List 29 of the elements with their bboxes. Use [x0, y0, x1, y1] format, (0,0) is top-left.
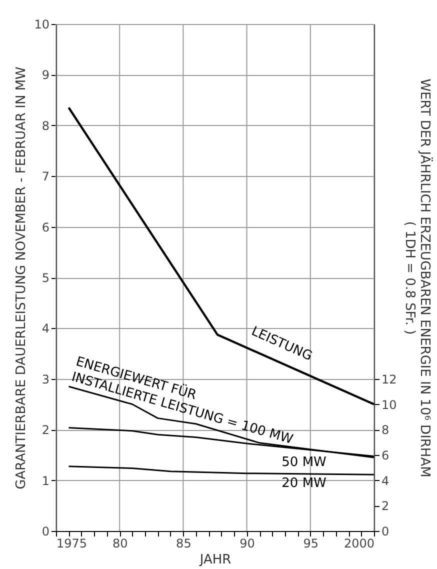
y-tick-label: 8	[42, 118, 50, 133]
x-tick-label: 95	[303, 536, 319, 550]
y2-tick-label: 0	[382, 524, 390, 538]
y-tick-label: 5	[42, 271, 50, 285]
x-tick-label: 2000	[344, 536, 374, 550]
y2-tick-label: 4	[382, 474, 390, 488]
x-tick-label: 90	[240, 536, 255, 550]
y-tick-label: 7	[42, 170, 50, 184]
series-label: 50 MW	[282, 454, 327, 470]
y-tick-label: 6	[42, 220, 50, 234]
y2-tick-label: 2	[382, 499, 390, 514]
y2-tick-label: 12	[382, 372, 397, 386]
y-tick-label: 1	[42, 474, 50, 488]
y-axis-title: GARANTIERBARE DAUERLEISTUNG NOVEMBER - FEBRUAR IN MW	[14, 66, 30, 490]
x-tick-label: 85	[176, 536, 192, 550]
y-tick-label: 3	[42, 372, 50, 386]
y-tick-label: 9	[42, 68, 50, 82]
y-tick-label: 4	[42, 322, 50, 336]
y-tick-label: 2	[42, 423, 50, 438]
series-label: 20 MW	[282, 476, 327, 491]
y-tick-label: 0	[42, 524, 50, 538]
x-axis-title: JAHR	[198, 552, 232, 568]
y2-tick-label: 8	[382, 423, 390, 438]
y2-tick-label: 6	[382, 448, 390, 462]
y2-tick-label: 10	[382, 398, 397, 412]
x-tick-label: 80	[112, 536, 128, 550]
y-tick-label: 10	[34, 18, 50, 32]
x-tick-label: 1975	[56, 536, 88, 550]
y2-axis-title: WERT DER JÄHRLICH ERZEUGBAREN ENERGIE IN 10⁶ DIRHAM ( 1DH = 0.8 SFr. )	[402, 78, 433, 478]
